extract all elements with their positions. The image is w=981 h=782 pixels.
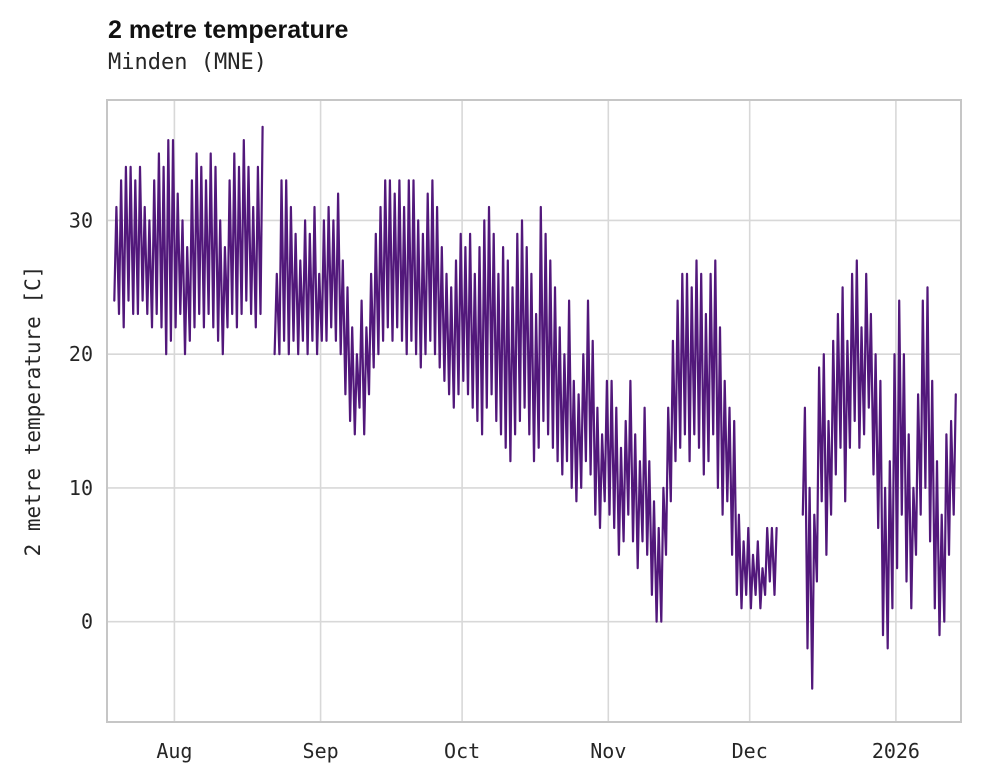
x-tick-label: Aug xyxy=(156,739,192,763)
y-tick-label: 10 xyxy=(69,476,93,500)
x-tick-label: 2026 xyxy=(872,739,920,763)
y-tick-label: 30 xyxy=(69,208,93,232)
x-tick-label: Oct xyxy=(444,739,480,763)
chart-title: 2 metre temperature xyxy=(108,16,349,44)
x-tick-label: Dec xyxy=(732,739,768,763)
temperature-line-series xyxy=(113,125,957,690)
y-tick-label: 20 xyxy=(69,342,93,366)
x-tick-label: Sep xyxy=(303,739,339,763)
chart-subtitle: Minden (MNE) xyxy=(108,50,267,75)
y-tick-label: 0 xyxy=(81,610,93,634)
x-tick-label: Nov xyxy=(590,739,626,763)
